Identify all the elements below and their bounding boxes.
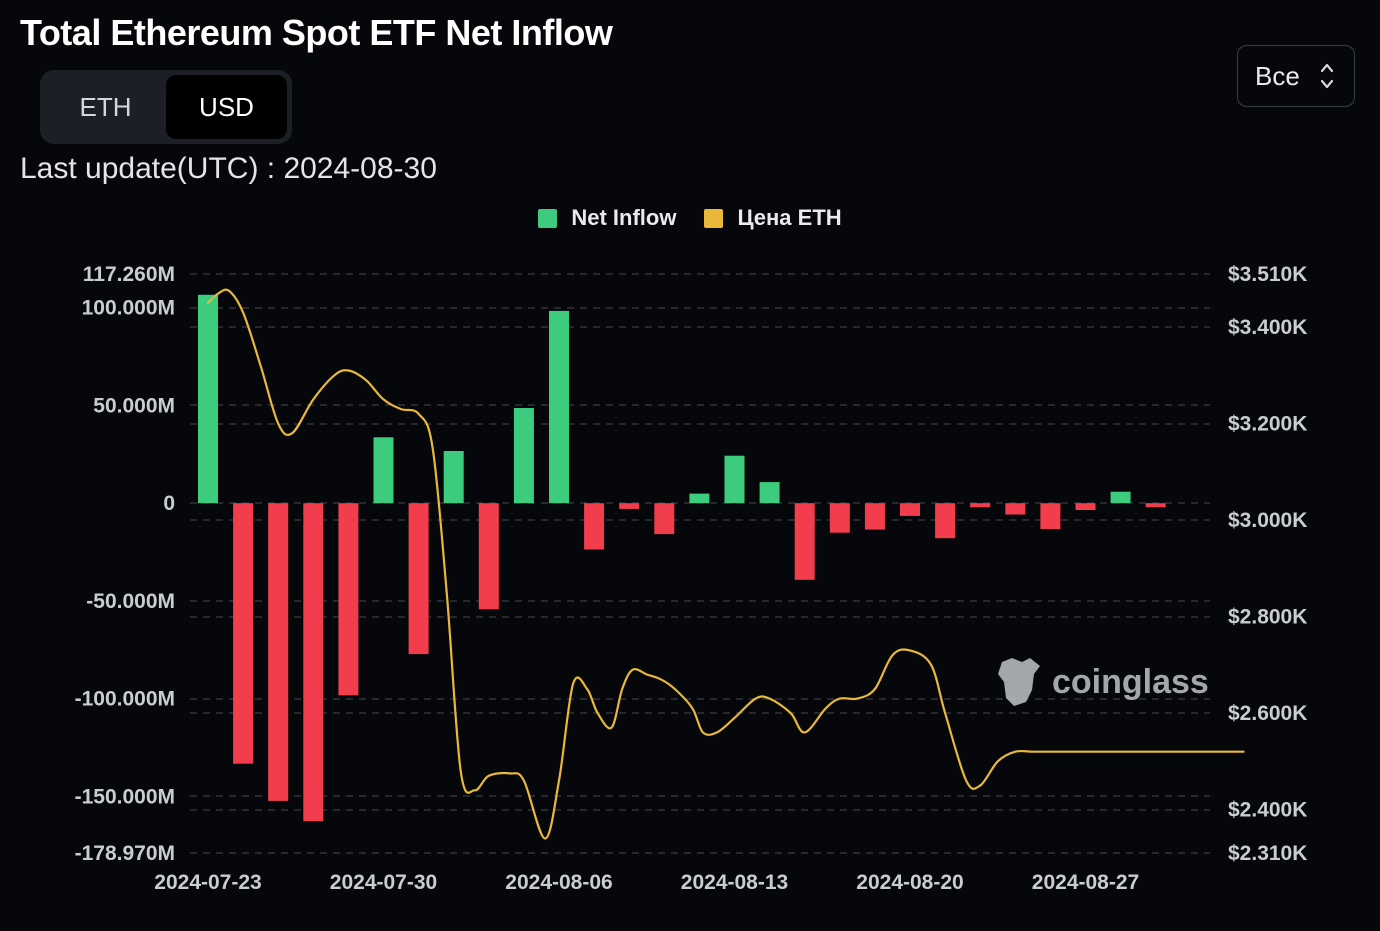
bar-net-inflow-2024-08-29[interactable] [1145,503,1166,508]
right-tick-label: $3.400K [1228,316,1307,339]
bar-net-inflow-2024-08-06[interactable] [549,310,569,504]
bar-net-inflow-2024-08-12[interactable] [689,493,710,504]
right-tick-label: $2.600K [1228,702,1307,725]
bar-net-inflow-2024-07-25[interactable] [268,503,289,801]
bar-net-inflow-2024-08-22[interactable] [970,503,991,508]
coinglass-logo-icon [998,658,1040,706]
bar-net-inflow-2024-07-30[interactable] [373,437,394,504]
bar-net-inflow-2024-08-20[interactable] [900,503,920,516]
unit-option-usd[interactable]: USD [166,75,287,139]
bar-net-inflow-2024-08-26[interactable] [1040,503,1061,529]
x-tick-label: 2024-08-06 [505,871,612,894]
left-tick-label: 0 [163,492,175,515]
bar-net-inflow-2024-08-28[interactable] [1110,491,1131,504]
x-tick-label: 2024-07-23 [154,871,261,894]
x-tick-label: 2024-08-13 [681,871,788,894]
right-tick-label: $3.200K [1228,413,1307,436]
x-tick-label: 2024-07-30 [330,871,437,894]
bar-net-inflow-2024-08-08[interactable] [619,503,640,509]
line-series-eth-price [206,288,1245,840]
right-tick-label: $3.510K [1228,263,1307,286]
unit-option-eth[interactable]: ETH [79,91,132,122]
x-tick-label: 2024-08-27 [1032,871,1139,894]
bar-net-inflow-2024-08-05[interactable] [513,408,534,504]
bar-net-inflow-2024-08-16[interactable] [829,503,850,533]
legend-swatch-net-inflow [538,208,558,228]
left-tick-label: 117.260M [83,263,175,286]
left-tick-label: 50.000M [93,395,175,418]
bar-net-inflow-2024-08-15[interactable] [794,503,815,580]
left-tick-label: -50.000M [86,590,175,613]
chart-title: Total Ethereum Spot ETF Net Inflow [20,12,613,53]
right-tick-label: $2.310K [1228,842,1307,865]
bar-net-inflow-2024-07-23[interactable] [198,294,218,504]
bar-net-inflow-2024-07-26[interactable] [303,503,324,822]
watermark: coinglass [998,658,1209,706]
last-update-text: Last update(UTC) : 2024-08-30 [20,152,437,185]
left-tick-label: 100.000M [82,297,175,320]
right-y-axis: $3.510K $3.400K $3.200K $3.000K $2.800K $2.60… [1228,263,1307,865]
bar-net-inflow-2024-08-23[interactable] [1005,503,1026,515]
left-tick-label: -178.970M [75,842,175,865]
bar-net-inflow-2024-08-02[interactable] [478,503,499,610]
bar-net-inflow-2024-08-19[interactable] [864,503,885,530]
time-range-value: Все [1255,60,1300,91]
time-range-select[interactable]: Все [1237,45,1355,107]
unit-toggle: ETH USD [40,70,292,144]
left-tick-label: -150.000M [75,785,175,808]
bar-series-net-inflow [198,294,1166,822]
legend-swatch-eth-price [704,208,724,228]
legend-item-net-inflow[interactable]: Net Inflow [538,205,676,231]
eth-price-line[interactable] [206,288,1245,840]
legend-label-net-inflow: Net Inflow [571,205,677,230]
right-tick-label: $2.800K [1228,606,1307,629]
bar-net-inflow-2024-08-27[interactable] [1075,503,1096,510]
x-tick-label: 2024-08-20 [856,871,963,894]
bar-net-inflow-2024-08-01[interactable] [443,451,464,504]
bar-net-inflow-2024-08-07[interactable] [584,503,605,550]
bar-net-inflow-2024-08-09[interactable] [654,503,675,535]
bar-net-inflow-2024-08-14[interactable] [759,482,780,504]
bar-net-inflow-2024-08-13[interactable] [724,455,745,504]
left-y-axis: 117.260M 100.000M 50.000M 0 -50.000M -100.000… [75,263,175,865]
chart-legend: Net Inflow Цена ETH [0,205,1380,231]
right-tick-label: $3.000K [1228,509,1307,532]
watermark-text: coinglass [1052,663,1209,701]
bar-net-inflow-2024-07-29[interactable] [338,503,359,696]
legend-item-eth-price[interactable]: Цена ETH [704,205,842,231]
x-axis: 2024-07-23 2024-07-30 2024-08-06 2024-08-13… [154,871,1139,894]
bar-net-inflow-2024-08-21[interactable] [935,503,956,539]
legend-label-eth-price: Цена ETH [737,205,842,230]
left-tick-label: -100.000M [75,688,175,711]
bar-net-inflow-2024-07-31[interactable] [408,503,429,655]
bar-net-inflow-2024-07-24[interactable] [233,503,254,764]
right-tick-label: $2.400K [1228,799,1307,822]
grid-lines [190,273,1210,854]
chevron-up-down-icon [1320,63,1334,89]
